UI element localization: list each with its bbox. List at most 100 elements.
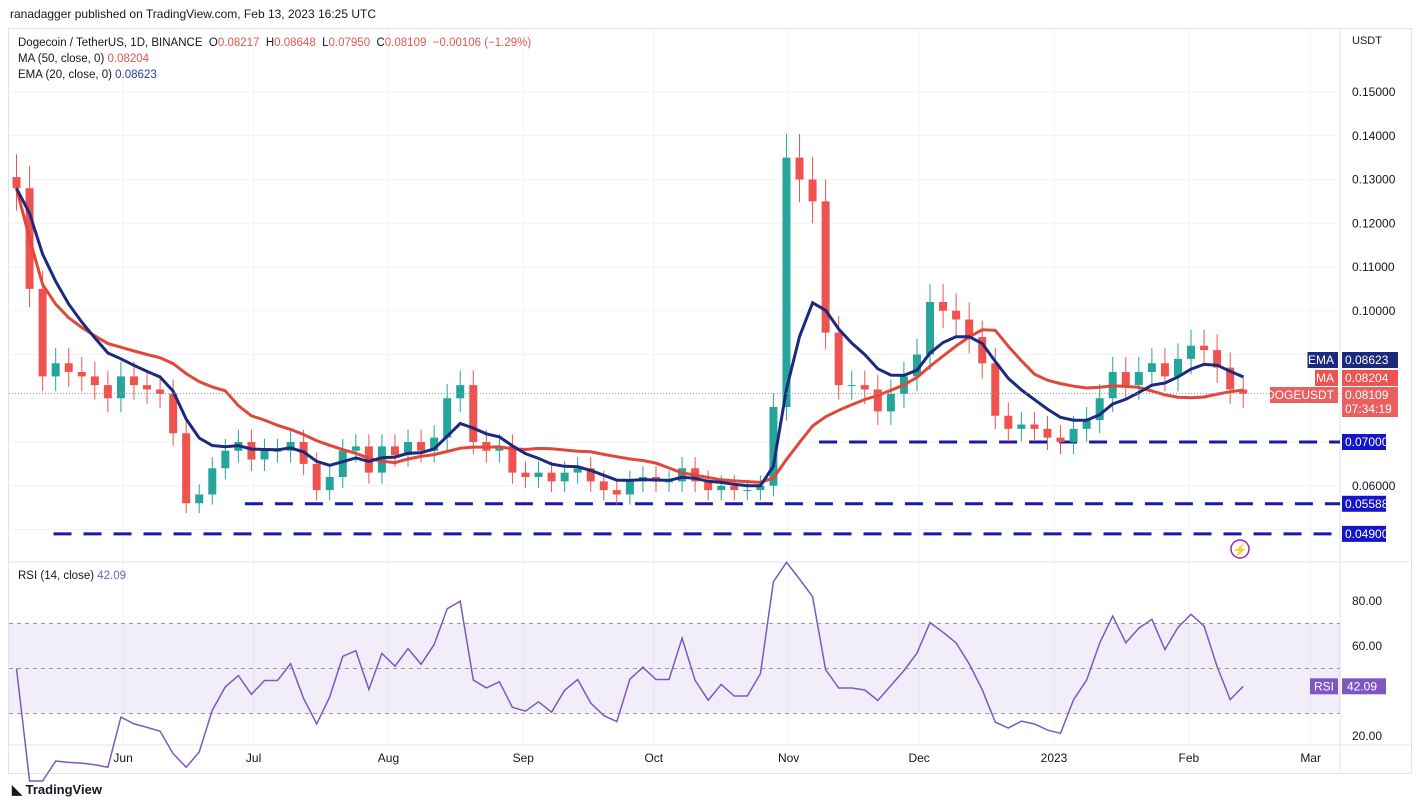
candle-body	[521, 472, 530, 477]
rsi-tag-bg	[1310, 678, 1338, 695]
symbol-title[interactable]: Dogecoin / TetherUS, 1D, BINANCE	[18, 37, 203, 49]
level-price-label: 0.05588	[1345, 497, 1389, 511]
level-price-label: 0.04900	[1345, 527, 1389, 541]
candle-body	[625, 481, 634, 495]
candle-body	[782, 157, 791, 407]
candle-body	[469, 385, 478, 442]
x-tick-label: Jul	[246, 751, 261, 765]
price-label-tag: EMA	[1308, 353, 1334, 367]
y-tick-label: 0.06000	[1352, 479, 1396, 493]
candle-body	[912, 354, 921, 377]
rsi-legend: RSI (14, close) 42.09	[18, 570, 126, 582]
candle-body	[182, 433, 191, 504]
flash-icon	[1230, 539, 1250, 559]
countdown-timer: 07:34:19	[1345, 402, 1392, 416]
rsi-tick-label: 80.00	[1352, 594, 1382, 608]
price-label-value: 0.08623	[1345, 353, 1389, 367]
candle-body	[586, 468, 595, 482]
rsi-tag: RSI	[1314, 679, 1334, 693]
candle-body	[64, 363, 73, 372]
low-label: L	[322, 37, 329, 49]
x-tick-label: Mar	[1300, 751, 1321, 765]
chart-frame	[8, 28, 1412, 774]
price-label-value: 0.08109	[1345, 388, 1389, 402]
price-label-tag: DOGEUSDT	[1266, 388, 1335, 402]
candle-body	[1187, 345, 1196, 359]
ma-50-line	[15, 187, 1244, 484]
candle-body	[1017, 424, 1026, 429]
candle-body	[390, 446, 399, 456]
candle-body	[573, 468, 582, 473]
x-tick-label: 2023	[1041, 751, 1068, 765]
candle-body	[456, 385, 465, 399]
candle-body	[404, 442, 413, 456]
candle-body	[116, 376, 125, 399]
ma-legend-value: 0.08204	[107, 53, 150, 65]
publisher-line: ranadagger published on TradingView.com,…	[10, 7, 377, 21]
candle-body	[886, 393, 895, 412]
candle-body	[704, 481, 713, 491]
candle-body	[547, 472, 556, 482]
level-price-label-bg	[1342, 525, 1386, 542]
y-tick-label: 0.15000	[1352, 85, 1396, 99]
low-value: 0.07950	[328, 37, 371, 49]
candle-body	[143, 385, 152, 390]
candle-body	[939, 302, 948, 311]
open-value: 0.08217	[217, 37, 260, 49]
candle-body	[286, 442, 295, 451]
x-tick-label: Nov	[778, 751, 799, 765]
rsi-tick-label: 60.00	[1352, 639, 1382, 653]
rsi-value-label: 42.09	[1347, 679, 1377, 693]
price-label-value: 0.08204	[1345, 371, 1389, 385]
candle-body	[1069, 428, 1078, 442]
candle-body	[860, 385, 869, 390]
candle-body	[769, 407, 778, 486]
ma-legend-label[interactable]: MA (50, close, 0)	[18, 53, 105, 65]
candle-body	[1030, 424, 1039, 429]
ema-legend-label[interactable]: EMA (20, close, 0)	[18, 69, 112, 81]
level-price-label-bg	[1342, 434, 1386, 450]
close-label: C	[376, 37, 385, 49]
currency-label: USDT	[1352, 35, 1382, 47]
candle-body	[808, 179, 817, 202]
candle-body	[1160, 363, 1169, 377]
candle-body	[756, 485, 765, 491]
candle-body	[103, 385, 112, 399]
candle-body	[1056, 437, 1065, 442]
price-label-tag-bg	[1315, 370, 1338, 386]
x-tick-label: Aug	[378, 751, 399, 765]
rsi-legend-label[interactable]: RSI (14, close)	[18, 570, 95, 582]
candle-body	[90, 376, 99, 386]
price-label-tag-bg	[1307, 352, 1338, 368]
candle-body	[325, 477, 334, 491]
candle-body	[1213, 350, 1222, 368]
candle-body	[430, 437, 439, 451]
candle-body	[730, 485, 739, 491]
candle-body	[443, 398, 452, 438]
candle-body	[77, 372, 86, 377]
ema-20-line	[15, 187, 1244, 488]
price-label-bg	[1342, 387, 1398, 417]
rsi-tick-label: 20.00	[1352, 729, 1382, 743]
change-value: −0.00106 (−1.29%)	[432, 37, 532, 49]
candle-body	[51, 363, 60, 377]
rsi-line	[15, 561, 1244, 782]
candle-body	[377, 446, 386, 473]
tradingview-logo[interactable]: ◣ TradingView	[12, 782, 102, 797]
rsi-value-bg	[1342, 678, 1386, 695]
candle-body	[612, 490, 621, 495]
flash-icon-glyph: ⚡	[1233, 543, 1248, 557]
ema-legend-value: 0.08623	[115, 69, 157, 81]
price-label-bg	[1342, 352, 1398, 368]
candle-body	[991, 363, 1000, 416]
candle-body	[1134, 372, 1143, 386]
candle-body	[260, 450, 269, 460]
candle-body	[1147, 363, 1156, 372]
candle-body	[129, 376, 138, 386]
y-tick-label: 0.13000	[1352, 173, 1396, 187]
level-price-label-bg	[1342, 495, 1386, 512]
candle-body	[795, 157, 804, 180]
y-tick-label: 0.14000	[1352, 129, 1396, 143]
candle-body	[926, 302, 935, 355]
